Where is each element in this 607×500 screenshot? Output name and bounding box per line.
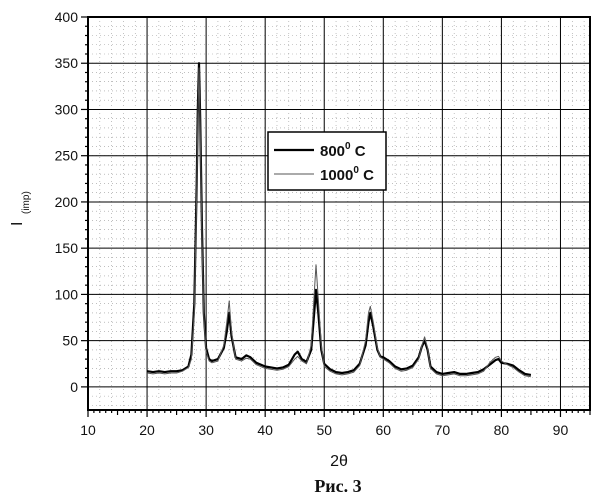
plot-frame [88,17,590,410]
legend-entry-1000-base: 1000 [320,167,353,184]
x-tick-label: 90 [553,422,569,438]
y-tick-label: 300 [55,101,79,117]
legend-entry-1000-unit: C [359,167,374,184]
y-tick-label: 200 [55,194,79,210]
x-tick-label: 20 [139,422,155,438]
series-layer [147,63,531,377]
x-tick-label: 80 [494,422,510,438]
y-tick-label: 100 [55,286,79,302]
x-tick-label: 50 [316,422,332,438]
y-tick-label: 400 [55,9,79,25]
figure-caption: Рис. 3 [314,476,361,496]
legend-entry-800-base: 800 [320,143,345,160]
tick-labels: 10 20 30 40 50 60 70 80 90 0 50 100 150 200 250 300 350 4… [55,9,569,438]
y-axis-label-sub: (imp) [21,191,32,214]
x-tick-label: 70 [435,422,451,438]
x-tick-label: 60 [376,422,392,438]
x-axis-label: 2θ [330,453,348,470]
y-tick-label: 350 [55,55,79,71]
x-tick-label: 10 [80,422,96,438]
legend: 8000 C 10000 C [268,132,386,190]
y-axis-label: I (imp) [9,191,32,226]
legend-entry-1000: 10000 C [320,165,374,184]
y-tick-label: 150 [55,240,79,256]
y-tick-label: 0 [70,379,78,395]
legend-entry-800: 8000 C [320,141,366,160]
y-tick-label: 50 [62,333,78,349]
x-tick-label: 30 [198,422,214,438]
grid [88,17,590,410]
series-line-1 [147,68,531,377]
legend-entry-800-unit: C [351,143,366,160]
axis-ticks [81,17,590,417]
y-tick-label: 250 [55,148,79,164]
y-axis-label-main: I [9,222,26,226]
x-tick-label: 40 [257,422,273,438]
